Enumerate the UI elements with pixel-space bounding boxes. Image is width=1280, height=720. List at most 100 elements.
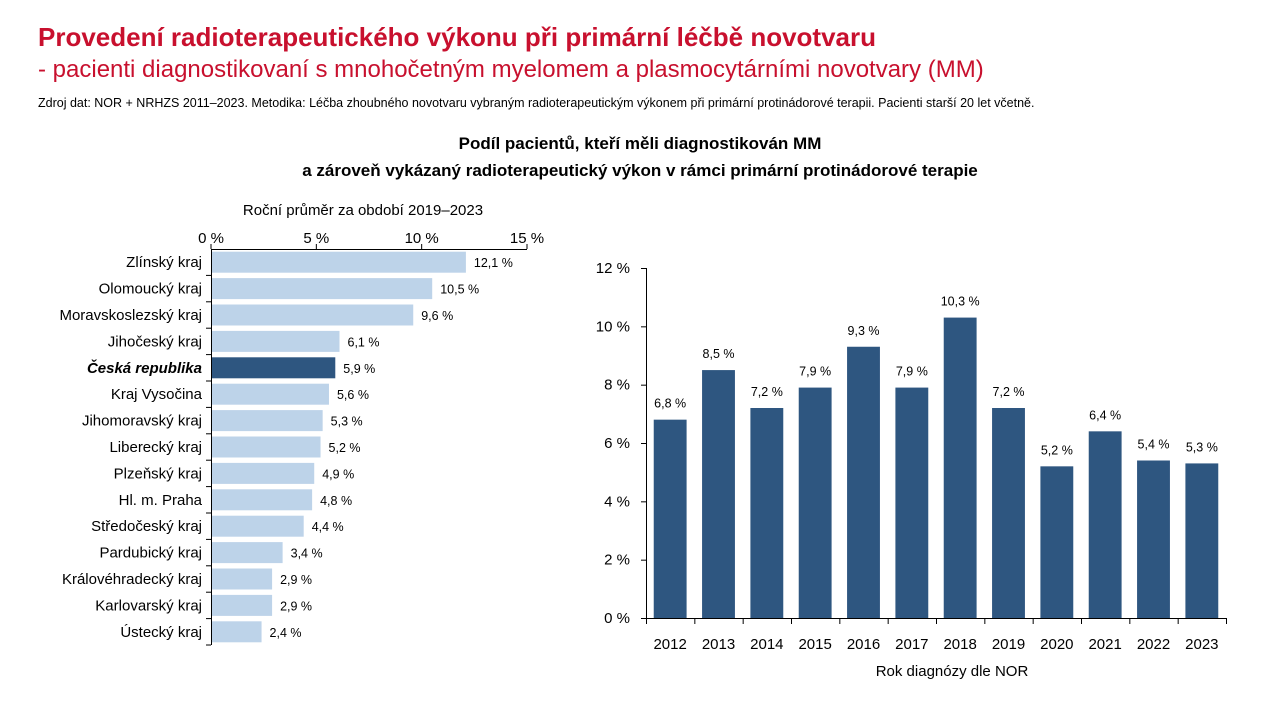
value-label: 4,8 % [320, 494, 352, 508]
x-tick-label-2016: 2016 [847, 636, 880, 653]
value-label: 8,5 % [703, 347, 735, 361]
x-tick-label: 15 % [510, 230, 544, 247]
bar-hl-m-praha [212, 489, 313, 511]
value-label: 6,1 % [348, 335, 380, 349]
category-label-plzensky-kraj: Plzeňský kraj [114, 465, 202, 482]
y-tick-label: 10 % [596, 318, 630, 335]
category-label-ceska-republika: Česká republika [87, 359, 202, 377]
y-tick-label: 2 % [604, 552, 630, 569]
x-tick-label-2020: 2020 [1040, 636, 1073, 653]
bar-zlinsky-kraj [212, 251, 466, 273]
bar-2016 [847, 346, 880, 618]
x-tick-label-2018: 2018 [943, 636, 976, 653]
bar-ceska-republika [212, 357, 336, 379]
bar-pardubicky-kraj [212, 542, 283, 564]
value-label: 4,4 % [312, 520, 344, 534]
y-tick-label: 12 % [596, 260, 630, 277]
category-label-ustecky-kraj: Ústecký kraj [120, 624, 202, 641]
category-label-olomoucky-kraj: Olomoucký kraj [99, 281, 202, 298]
value-label: 6,4 % [1089, 408, 1121, 422]
x-tick-label: 10 % [405, 230, 439, 247]
bar-ustecky-kraj [212, 621, 262, 643]
bar-karlovarsky-kraj [212, 594, 273, 616]
value-label: 5,9 % [343, 362, 375, 376]
value-label: 5,3 % [1186, 440, 1218, 454]
y-tick-label: 0 % [604, 610, 630, 627]
bar-2022 [1137, 460, 1170, 618]
bar-jihomoravsky-kraj [212, 410, 323, 432]
bar-stredocesky-kraj [212, 515, 304, 537]
x-tick-label: 5 % [303, 230, 329, 247]
x-tick-label-2014: 2014 [750, 636, 783, 653]
bar-2018 [943, 317, 977, 618]
value-label: 7,9 % [896, 365, 928, 379]
bar-2017 [895, 387, 929, 618]
bar-2023 [1185, 463, 1219, 618]
value-label: 5,2 % [1041, 443, 1073, 457]
category-label-liberecky-kraj: Liberecký kraj [109, 439, 202, 456]
category-label-jihomoravsky-kraj: Jihomoravský kraj [82, 413, 202, 430]
value-label: 9,3 % [848, 324, 880, 338]
category-label-pardubicky-kraj: Pardubický kraj [99, 545, 202, 562]
value-label: 3,4 % [291, 547, 323, 561]
bar-2020 [1040, 466, 1074, 618]
x-tick-label-2012: 2012 [653, 636, 686, 653]
category-label-jihocesky-kraj: Jihočeský kraj [108, 333, 202, 350]
bar-2019 [992, 408, 1025, 618]
value-label: 5,2 % [329, 441, 361, 455]
x-tick-label-2023: 2023 [1185, 636, 1218, 653]
value-label: 10,3 % [941, 295, 980, 309]
y-tick-label: 8 % [604, 377, 630, 394]
bar-jihocesky-kraj [212, 330, 340, 352]
bar-moravskoslezsky-kraj [212, 304, 414, 326]
value-label: 5,3 % [331, 415, 363, 429]
axis-title: Roční průměr za období 2019–2023 [243, 202, 483, 219]
bar-2014 [750, 408, 784, 618]
x-tick-label: 0 % [198, 230, 224, 247]
page-title: Provedení radioterapeutického výkonu při… [38, 22, 877, 52]
category-label-moravskoslezsky-kraj: Moravskoslezský kraj [59, 307, 202, 324]
x-tick-label-2015: 2015 [798, 636, 831, 653]
value-label: 5,6 % [337, 388, 369, 402]
category-label-kralovehradecky-kraj: Královéhradecký kraj [62, 571, 202, 588]
bar-liberecky-kraj [212, 436, 321, 458]
value-label: 7,2 % [993, 385, 1025, 399]
value-label: 6,8 % [654, 397, 686, 411]
bar-2021 [1088, 431, 1122, 618]
category-label-stredocesky-kraj: Středočeský kraj [91, 518, 202, 535]
category-label-karlovarsky-kraj: Karlovarský kraj [95, 597, 202, 614]
bar-2015 [798, 387, 832, 618]
bar-olomoucky-kraj [212, 278, 433, 300]
x-axis-title: Rok diagnózy dle NOR [876, 663, 1029, 680]
value-label: 10,5 % [440, 283, 479, 297]
value-label: 7,2 % [751, 385, 783, 399]
y-tick-label: 4 % [604, 493, 630, 510]
yearly-bar-chart: 0 % 2 % 4 % 6 % 8 % 10 % 12 % 6,8 % 2012 8,5 % 201… [596, 260, 1227, 680]
category-label-hl-m-praha: Hl. m. Praha [119, 492, 203, 509]
x-tick-label-2022: 2022 [1137, 636, 1170, 653]
value-label: 12,1 % [474, 256, 513, 270]
chart-heading-line-2: a zároveň vykázaný radioterapeutický výk… [302, 161, 978, 180]
data-source-note: Zdroj dat: NOR + NRHZS 2011–2023. Metodi… [38, 96, 1035, 110]
page-subtitle: - pacienti diagnostikovaní s mnohočetným… [38, 56, 984, 83]
x-tick-label-2017: 2017 [895, 636, 928, 653]
bar-2012 [653, 419, 687, 618]
value-label: 5,4 % [1138, 438, 1170, 452]
value-label: 2,9 % [280, 573, 312, 587]
category-label-kraj-vysocina: Kraj Vysočina [111, 386, 203, 403]
bar-plzensky-kraj [212, 462, 315, 484]
value-label: 2,9 % [280, 599, 312, 613]
value-label: 9,6 % [421, 309, 453, 323]
category-label-zlinsky-kraj: Zlínský kraj [126, 254, 202, 271]
bar-kraj-vysocina [212, 383, 329, 405]
y-tick-label: 6 % [604, 435, 630, 452]
bar-2013 [702, 370, 735, 618]
bar-kralovehradecky-kraj [212, 568, 273, 590]
chart-heading-line-1: Podíl pacientů, kteří měli diagnostiková… [458, 134, 822, 153]
x-tick-label-2019: 2019 [992, 636, 1025, 653]
value-label: 7,9 % [799, 365, 831, 379]
x-tick-label-2013: 2013 [702, 636, 735, 653]
value-label: 4,9 % [322, 467, 354, 481]
regional-bar-chart: Roční průměr za období 2019–2023 0 % 5 % 10… [59, 202, 544, 646]
x-tick-label-2021: 2021 [1088, 636, 1121, 653]
